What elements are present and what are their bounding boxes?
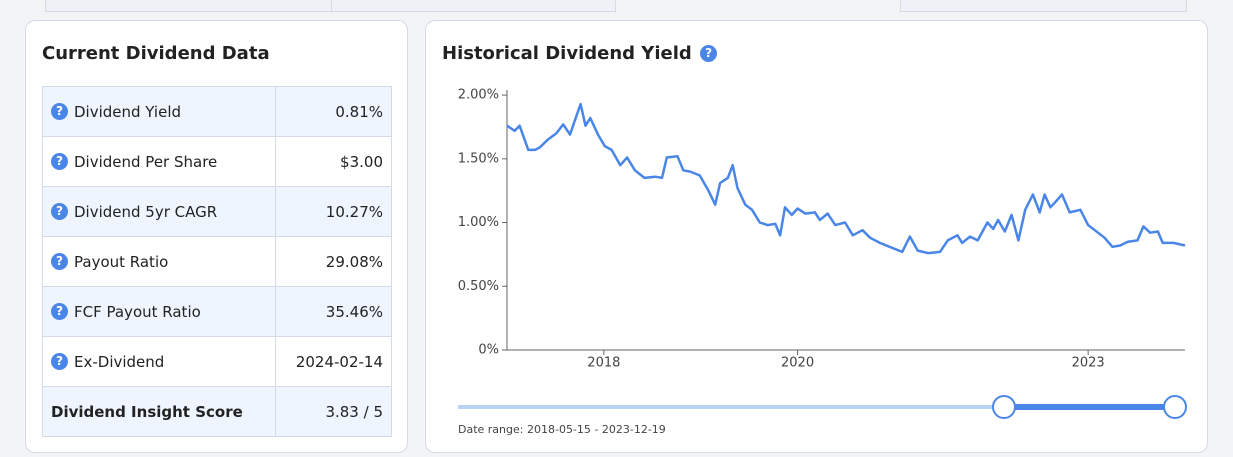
chart-title-text: Historical Dividend Yield bbox=[442, 43, 692, 64]
row-label: Dividend Per Share bbox=[74, 152, 218, 171]
table-row: ? Dividend Yield 0.81% bbox=[42, 86, 393, 137]
table-row: ? Payout Ratio 29.08% bbox=[42, 236, 393, 287]
x-tick-label: 2020 bbox=[781, 356, 814, 371]
table-row: ? Ex-Dividend 2024-02-14 bbox=[42, 336, 393, 387]
y-tick-label: 1.50% bbox=[458, 151, 499, 166]
row-label-cell: ? FCF Payout Ratio bbox=[42, 286, 276, 337]
slider-handle[interactable] bbox=[1163, 395, 1187, 419]
yield-line bbox=[506, 102, 1186, 255]
table-row: ? FCF Payout Ratio 35.46% bbox=[42, 286, 393, 337]
help-icon[interactable]: ? bbox=[700, 45, 718, 62]
row-label-cell: ? Ex-Dividend bbox=[42, 336, 276, 387]
tab[interactable] bbox=[331, 0, 616, 12]
row-label: Payout Ratio bbox=[74, 252, 169, 271]
tab[interactable] bbox=[900, 0, 1187, 12]
help-icon[interactable]: ? bbox=[51, 302, 68, 320]
y-tick-label: 0% bbox=[478, 343, 499, 358]
help-icon[interactable]: ? bbox=[51, 252, 68, 270]
table-row: Dividend Insight Score 3.83 / 5 bbox=[42, 386, 393, 437]
row-label: Dividend 5yr CAGR bbox=[74, 202, 218, 221]
x-tick-label: 2023 bbox=[1072, 356, 1105, 371]
tab-strip bbox=[0, 0, 1233, 12]
dividend-card: Current Dividend Data ? Dividend Yield 0.8… bbox=[25, 20, 408, 453]
chart-title: Historical Dividend Yield ? bbox=[442, 43, 723, 64]
table-row: ? Dividend 5yr CAGR 10.27% bbox=[42, 186, 393, 237]
y-tick-label: 1.00% bbox=[458, 215, 499, 230]
row-label: Dividend Yield bbox=[74, 102, 182, 121]
slider-handle[interactable] bbox=[992, 395, 1016, 419]
chart-card: Historical Dividend Yield ? bbox=[425, 20, 1208, 453]
help-icon[interactable]: ? bbox=[51, 152, 68, 170]
help-icon[interactable]: ? bbox=[51, 202, 68, 220]
row-label-cell: ? Dividend Per Share bbox=[42, 136, 276, 187]
row-label-cell: ? Payout Ratio bbox=[42, 236, 276, 287]
card-title: Current Dividend Data bbox=[42, 43, 270, 64]
dividend-table: ? Dividend Yield 0.81%? Dividend Per Share $… bbox=[42, 86, 393, 437]
row-label: FCF Payout Ratio bbox=[74, 302, 201, 321]
row-label: Dividend Insight Score bbox=[51, 402, 243, 421]
row-label-cell: ? Dividend 5yr CAGR bbox=[42, 186, 276, 237]
row-label-cell: ? Dividend Yield bbox=[42, 86, 276, 137]
row-value: 3.83 / 5 bbox=[274, 386, 393, 437]
row-value: 10.27% bbox=[274, 186, 393, 237]
row-value: 35.46% bbox=[274, 286, 393, 337]
table-row: ? Dividend Per Share $3.00 bbox=[42, 136, 393, 187]
row-value: 2024-02-14 bbox=[274, 336, 393, 387]
help-icon[interactable]: ? bbox=[51, 102, 68, 120]
row-value: $3.00 bbox=[274, 136, 393, 187]
row-label: Ex-Dividend bbox=[74, 352, 165, 371]
date-range-label: Date range: 2018-05-15 - 2023-12-19 bbox=[458, 423, 666, 436]
y-tick-label: 0.50% bbox=[458, 279, 499, 294]
y-tick-label: 2.00% bbox=[458, 88, 499, 103]
help-icon[interactable]: ? bbox=[51, 352, 68, 370]
x-tick-label: 2018 bbox=[587, 356, 620, 371]
